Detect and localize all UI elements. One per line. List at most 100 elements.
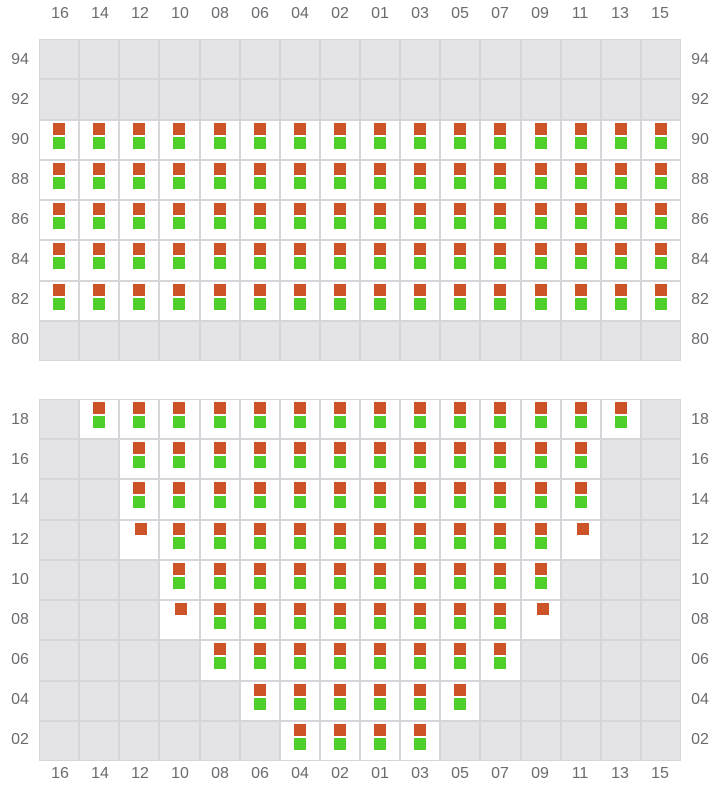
slot-cell-86-06[interactable]: [240, 201, 279, 240]
slot-cell-88-02[interactable]: [320, 160, 359, 199]
slot-cell-86-13[interactable]: [601, 201, 640, 240]
slot-cell-84-16[interactable]: [40, 241, 79, 280]
slot-cell-16-01[interactable]: [361, 440, 400, 479]
slot-cell-88-04[interactable]: [280, 160, 319, 199]
slot-cell-16-05[interactable]: [441, 440, 480, 479]
slot-cell-16-14[interactable]: [80, 440, 119, 479]
slot-cell-82-16[interactable]: [40, 281, 79, 320]
slot-cell-02-05[interactable]: [441, 721, 480, 760]
slot-cell-82-11[interactable]: [561, 281, 600, 320]
slot-cell-84-04[interactable]: [280, 241, 319, 280]
slot-cell-18-03[interactable]: [401, 400, 440, 439]
slot-cell-02-04[interactable]: [280, 721, 319, 760]
slot-cell-84-07[interactable]: [481, 241, 520, 280]
slot-cell-14-09[interactable]: [521, 480, 560, 519]
slot-cell-82-06[interactable]: [240, 281, 279, 320]
slot-cell-90-14[interactable]: [80, 120, 119, 159]
slot-cell-80-04[interactable]: [280, 321, 319, 360]
slot-cell-02-08[interactable]: [200, 721, 239, 760]
slot-cell-82-07[interactable]: [481, 281, 520, 320]
slot-cell-08-09[interactable]: [521, 601, 560, 640]
slot-cell-88-05[interactable]: [441, 160, 480, 199]
slot-cell-10-16[interactable]: [40, 560, 79, 600]
slot-cell-94-04[interactable]: [280, 40, 319, 79]
slot-cell-80-12[interactable]: [120, 321, 159, 360]
slot-cell-08-07[interactable]: [481, 601, 520, 640]
slot-cell-12-01[interactable]: [361, 520, 400, 559]
slot-cell-86-09[interactable]: [521, 201, 560, 240]
slot-cell-02-10[interactable]: [160, 721, 199, 760]
slot-cell-18-06[interactable]: [240, 400, 279, 439]
slot-cell-18-08[interactable]: [200, 400, 239, 439]
slot-cell-12-09[interactable]: [521, 520, 560, 559]
slot-cell-80-16[interactable]: [40, 321, 79, 360]
slot-cell-10-02[interactable]: [320, 560, 359, 600]
slot-cell-18-16[interactable]: [40, 400, 79, 439]
slot-cell-04-03[interactable]: [401, 681, 440, 720]
slot-cell-94-06[interactable]: [240, 40, 279, 79]
slot-cell-08-04[interactable]: [280, 601, 319, 640]
slot-cell-08-08[interactable]: [200, 601, 239, 640]
slot-cell-14-04[interactable]: [280, 480, 319, 519]
slot-cell-16-03[interactable]: [401, 440, 440, 479]
slot-cell-92-05[interactable]: [441, 80, 480, 119]
slot-cell-16-04[interactable]: [280, 440, 319, 479]
slot-cell-06-13[interactable]: [601, 641, 640, 680]
slot-cell-02-15[interactable]: [641, 721, 680, 760]
slot-cell-04-04[interactable]: [280, 681, 319, 720]
slot-cell-14-05[interactable]: [441, 480, 480, 519]
slot-cell-80-03[interactable]: [401, 321, 440, 360]
slot-cell-10-08[interactable]: [200, 560, 239, 600]
slot-cell-02-07[interactable]: [481, 721, 520, 760]
slot-cell-16-12[interactable]: [120, 440, 159, 479]
slot-cell-86-15[interactable]: [641, 201, 680, 240]
slot-cell-94-14[interactable]: [80, 40, 119, 79]
slot-cell-04-06[interactable]: [240, 681, 279, 720]
slot-cell-12-06[interactable]: [240, 520, 279, 559]
slot-cell-12-02[interactable]: [320, 520, 359, 559]
slot-cell-02-01[interactable]: [361, 721, 400, 760]
slot-cell-06-08[interactable]: [200, 641, 239, 680]
slot-cell-08-16[interactable]: [40, 601, 79, 640]
slot-cell-06-09[interactable]: [521, 641, 560, 680]
slot-cell-04-01[interactable]: [361, 681, 400, 720]
slot-cell-06-10[interactable]: [160, 641, 199, 680]
slot-cell-86-01[interactable]: [361, 201, 400, 240]
slot-cell-16-13[interactable]: [601, 440, 640, 479]
slot-cell-16-15[interactable]: [641, 440, 680, 479]
slot-cell-16-08[interactable]: [200, 440, 239, 479]
slot-cell-84-02[interactable]: [320, 241, 359, 280]
slot-cell-04-08[interactable]: [200, 681, 239, 720]
slot-cell-94-08[interactable]: [200, 40, 239, 79]
slot-cell-80-14[interactable]: [80, 321, 119, 360]
slot-cell-14-12[interactable]: [120, 480, 159, 519]
slot-cell-92-04[interactable]: [280, 80, 319, 119]
slot-cell-12-16[interactable]: [40, 520, 79, 559]
slot-cell-88-08[interactable]: [200, 160, 239, 199]
slot-cell-92-11[interactable]: [561, 80, 600, 119]
slot-cell-94-09[interactable]: [521, 40, 560, 79]
slot-cell-04-12[interactable]: [120, 681, 159, 720]
slot-cell-94-13[interactable]: [601, 40, 640, 79]
slot-cell-08-14[interactable]: [80, 601, 119, 640]
slot-cell-86-04[interactable]: [280, 201, 319, 240]
slot-cell-08-01[interactable]: [361, 601, 400, 640]
slot-cell-90-07[interactable]: [481, 120, 520, 159]
slot-cell-84-03[interactable]: [401, 241, 440, 280]
slot-cell-86-08[interactable]: [200, 201, 239, 240]
slot-cell-80-01[interactable]: [361, 321, 400, 360]
slot-cell-90-05[interactable]: [441, 120, 480, 159]
slot-cell-18-15[interactable]: [641, 400, 680, 439]
slot-cell-14-06[interactable]: [240, 480, 279, 519]
slot-cell-06-11[interactable]: [561, 641, 600, 680]
slot-cell-90-02[interactable]: [320, 120, 359, 159]
slot-cell-14-03[interactable]: [401, 480, 440, 519]
slot-cell-02-03[interactable]: [401, 721, 440, 760]
slot-cell-14-01[interactable]: [361, 480, 400, 519]
slot-cell-14-08[interactable]: [200, 480, 239, 519]
slot-cell-80-15[interactable]: [641, 321, 680, 360]
slot-cell-12-15[interactable]: [641, 520, 680, 559]
slot-cell-80-08[interactable]: [200, 321, 239, 360]
slot-cell-02-13[interactable]: [601, 721, 640, 760]
slot-cell-16-11[interactable]: [561, 440, 600, 479]
